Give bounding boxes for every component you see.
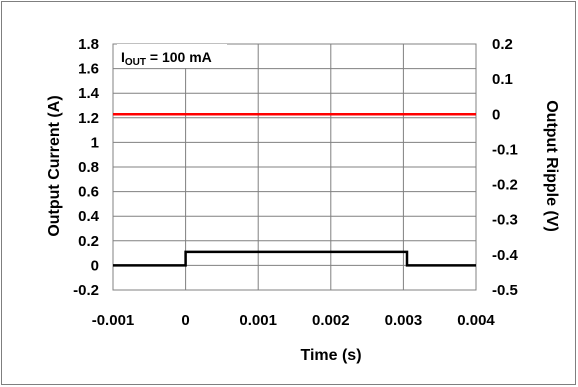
annotation-box (117, 44, 227, 68)
annotation-rest: = 100 mA (146, 49, 212, 65)
y-right-tick-label: -0.4 (492, 247, 519, 264)
y-right-tick-label: -0.3 (492, 212, 518, 229)
y-left-tick-label: 1 (91, 134, 99, 151)
annotation-sub: OUT (125, 57, 146, 68)
annotation-main: I (121, 49, 125, 65)
y-right-tick-label: -0.2 (492, 177, 518, 194)
x-axis-title: Time (s) (300, 347, 361, 364)
y-left-tick-label: 0.4 (78, 208, 100, 225)
x-tick-label: 0.004 (457, 312, 495, 329)
x-tick-label: 0.002 (312, 312, 350, 329)
x-tick-labels: -0.001 0 0.001 0.002 0.003 0.004 (92, 312, 496, 329)
current-series-line (113, 250, 476, 267)
annotation: IOUT = 100 mA (121, 49, 212, 68)
x-tick-label: -0.001 (92, 312, 135, 329)
series-layer (113, 113, 476, 267)
y-left-tick-label: 1.8 (78, 36, 99, 53)
y-right-tick-label: -0.5 (492, 282, 518, 299)
y-right-tick-label: 0 (492, 106, 500, 123)
y-left-tick-labels: -0.2 0 0.2 0.4 0.6 0.8 1 1.2 1.4 1.6 1.8 (73, 36, 100, 299)
y-left-tick-label: 0.2 (78, 233, 99, 250)
y-right-tick-labels: -0.5 -0.4 -0.3 -0.2 -0.1 0 0.1 0.2 (492, 36, 519, 299)
y-right-axis-title: Output Ripple (V) (543, 100, 560, 232)
x-tick-label: 0.003 (385, 312, 423, 329)
y-left-tick-label: 0.8 (78, 159, 99, 176)
y-right-tick-label: -0.1 (492, 141, 518, 158)
y-left-tick-label: 0 (91, 257, 99, 274)
y-right-tick-label: 0.2 (492, 36, 513, 53)
x-tick-label: 0.001 (239, 312, 277, 329)
y-left-axis-title: Output Current (A) (46, 95, 63, 236)
y-right-tick-label: 0.1 (492, 71, 513, 88)
y-left-tick-label: -0.2 (73, 282, 99, 299)
y-left-tick-label: 1.2 (78, 110, 99, 127)
y-left-tick-label: 0.6 (78, 184, 99, 201)
x-tick-label: 0 (181, 312, 189, 329)
y-left-tick-label: 1.4 (78, 85, 100, 102)
y-left-tick-label: 1.6 (78, 61, 99, 78)
plot-border (112, 43, 477, 291)
